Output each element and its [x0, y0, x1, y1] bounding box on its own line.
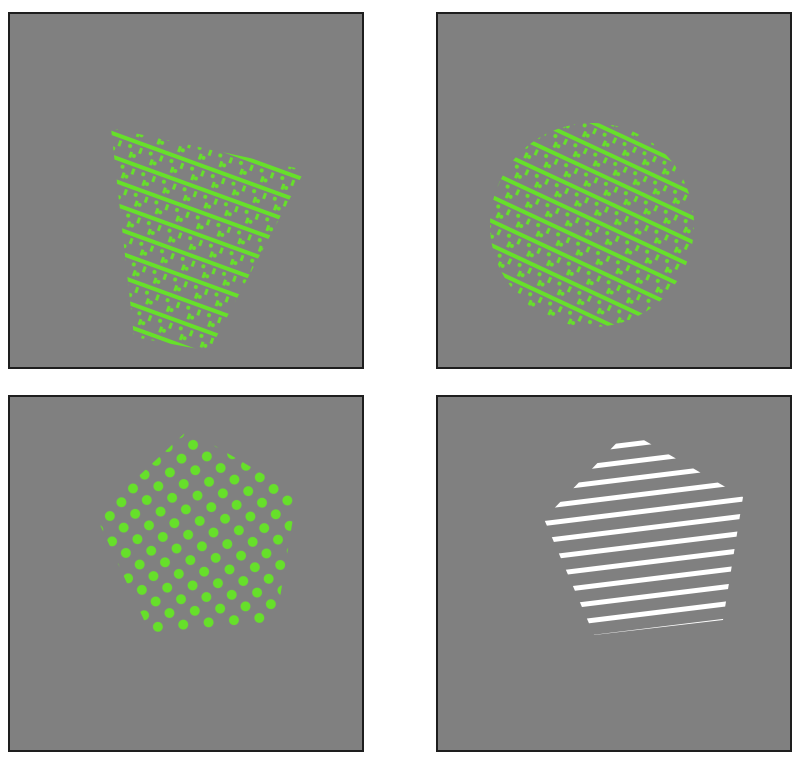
circle-shape — [490, 123, 694, 327]
circle-figure — [490, 123, 694, 327]
trapezoid-figure — [111, 128, 305, 351]
circle-panel — [436, 12, 792, 369]
pentagon-dots-shape — [96, 430, 297, 633]
pentagon-dots-panel — [8, 395, 364, 752]
pentagon-stripes-shape — [544, 431, 743, 635]
pentagon-stripes-figure — [544, 431, 743, 635]
trapezoid-shape — [111, 128, 305, 351]
pentagon-stripes-panel — [436, 395, 792, 752]
trapezoid-panel — [8, 12, 364, 369]
pentagon-dots-figure — [96, 430, 297, 633]
